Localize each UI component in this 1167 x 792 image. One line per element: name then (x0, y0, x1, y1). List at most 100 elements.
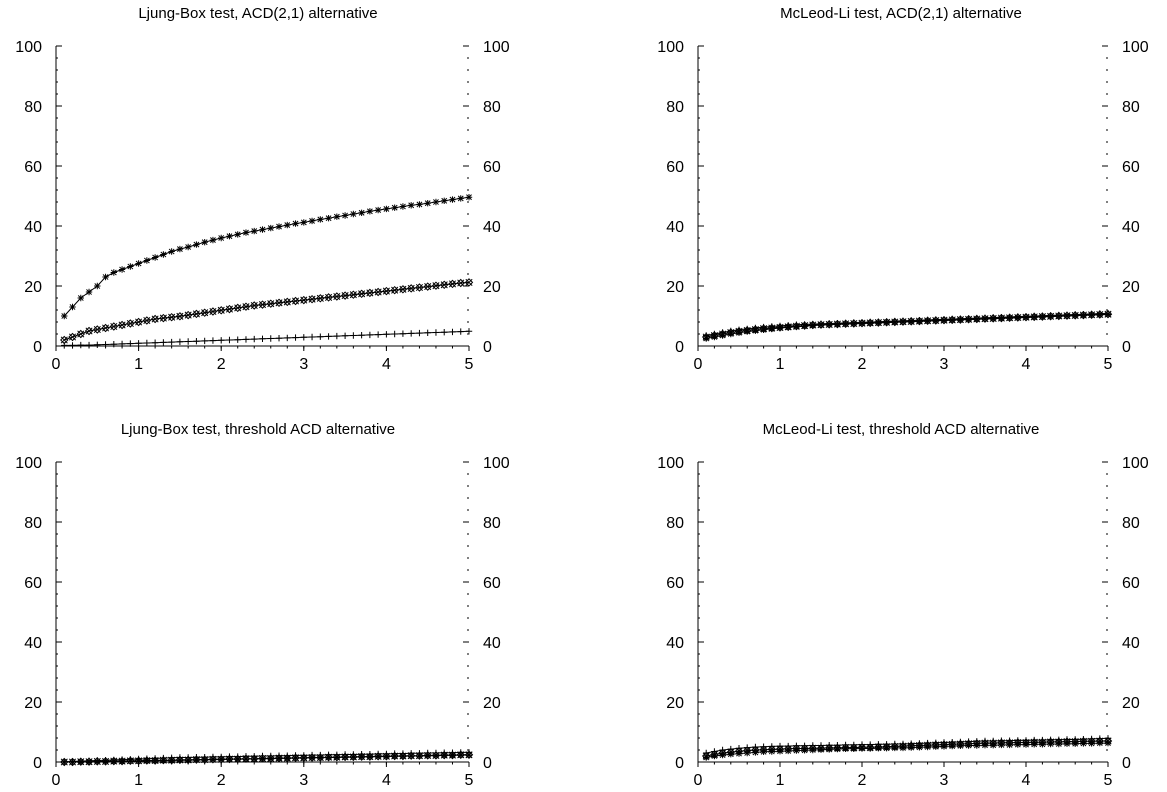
point-plus (251, 753, 258, 760)
point-plus (69, 342, 76, 349)
point-asterisk (1039, 741, 1046, 748)
point-asterisk (1031, 741, 1038, 748)
point-plus (407, 750, 415, 757)
point-plus (1055, 311, 1062, 319)
point-plus (184, 754, 192, 761)
point-plus (752, 324, 759, 332)
point-plus (981, 737, 989, 745)
point-x-diamond (274, 298, 284, 308)
point-asterisk (151, 254, 159, 261)
point-plus (817, 320, 825, 327)
y-tick-label-left: 80 (666, 515, 684, 532)
point-plus (891, 317, 898, 325)
point-plus (998, 314, 1005, 321)
point-plus (151, 339, 159, 346)
point-plus (292, 334, 299, 341)
point-plus (94, 341, 101, 348)
point-plus (1096, 310, 1103, 317)
point-asterisk (85, 288, 93, 296)
point-asterisk (1080, 740, 1087, 747)
point-x-diamond (208, 307, 218, 316)
point-plus (407, 330, 415, 337)
point-plus (744, 744, 751, 751)
point-plus (374, 750, 382, 758)
point-plus (242, 753, 250, 760)
x-tick-label: 0 (694, 356, 703, 373)
x-tick-label: 1 (776, 356, 785, 373)
point-plus (899, 740, 907, 748)
point-plus (776, 322, 784, 330)
point-asterisk (1088, 740, 1095, 747)
y-tick-label-left: 80 (24, 515, 42, 532)
point-asterisk (940, 743, 948, 750)
point-plus (350, 751, 357, 758)
point-plus (226, 753, 233, 760)
point-plus (259, 752, 266, 760)
point-plus (102, 757, 109, 764)
point-asterisk (184, 243, 192, 251)
point-x-diamond (266, 299, 275, 308)
point-asterisk (965, 742, 972, 749)
panel-mcleod-li-acd21: McLeod-Li test, ACD(2,1) alternative 0 1 2… (657, 5, 1149, 373)
point-plus (85, 341, 93, 349)
point-asterisk (932, 743, 939, 750)
point-plus (973, 314, 980, 322)
point-plus (325, 333, 332, 340)
point-plus (1006, 313, 1013, 321)
point-asterisk (1104, 739, 1112, 747)
x-tick-label: 1 (776, 772, 785, 789)
point-plus (160, 339, 167, 346)
series-plus (61, 749, 473, 765)
point-x-diamond (431, 281, 441, 290)
point-plus (160, 754, 167, 762)
y-tick-label-right: 20 (483, 695, 501, 712)
y-tick-label-right: 40 (1122, 219, 1140, 236)
point-asterisk (94, 282, 101, 290)
x-tick-label: 2 (858, 356, 867, 373)
point-asterisk (69, 303, 76, 311)
point-plus (850, 319, 857, 326)
y-tick-label-right: 60 (1122, 575, 1140, 592)
point-plus (1014, 737, 1021, 744)
point-plus (1039, 312, 1046, 319)
point-plus (875, 741, 882, 748)
point-plus (416, 750, 423, 757)
point-plus (1039, 736, 1046, 744)
point-asterisk (374, 206, 382, 214)
point-plus (441, 329, 448, 336)
point-asterisk (242, 229, 250, 236)
point-plus (127, 756, 134, 763)
series-line-x-diamond (706, 740, 1108, 757)
y-tick-label-right: 0 (1122, 755, 1131, 772)
y-tick-label-left: 40 (24, 219, 42, 236)
point-plus (399, 750, 407, 757)
point-x-diamond (332, 292, 342, 301)
point-asterisk (135, 260, 142, 267)
point-asterisk (793, 747, 800, 754)
point-x-diamond (291, 296, 300, 306)
point-plus (143, 755, 151, 762)
series-plus (703, 735, 1112, 757)
y-tick-label-left: 20 (24, 279, 42, 296)
point-plus (325, 751, 332, 758)
point-plus (399, 330, 407, 337)
point-asterisk (981, 742, 989, 749)
y-tick-label-left: 60 (666, 159, 684, 176)
x-tick-label: 5 (1104, 772, 1113, 789)
point-plus (308, 333, 316, 341)
point-asterisk (1072, 740, 1079, 747)
point-asterisk (284, 221, 291, 229)
point-asterisk (127, 263, 134, 270)
point-plus (102, 341, 109, 348)
point-plus (883, 318, 890, 325)
point-plus (1080, 736, 1087, 743)
x-tick-label: 4 (382, 772, 391, 789)
point-plus (441, 749, 448, 756)
y-tick-label-left: 20 (666, 695, 684, 712)
point-plus (891, 740, 898, 748)
point-plus (711, 748, 718, 755)
point-asterisk (325, 215, 332, 222)
y-tick-label-right: 100 (483, 455, 510, 472)
point-x-diamond (233, 303, 242, 313)
series-line-x-diamond (64, 281, 470, 341)
